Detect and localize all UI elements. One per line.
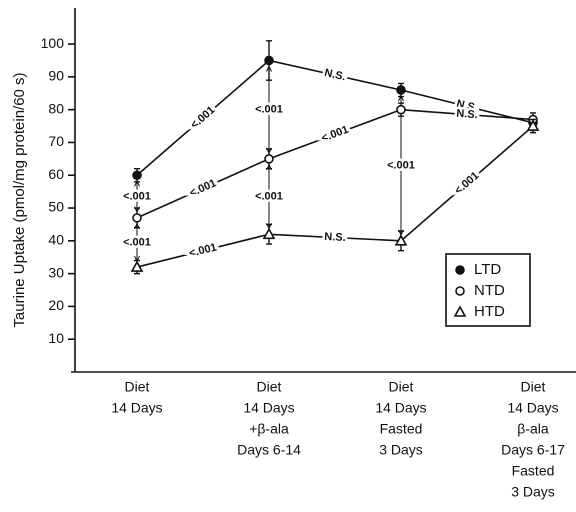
legend-marker xyxy=(455,286,465,296)
x-tick-label: Diet xyxy=(257,379,282,395)
x-tick-label: Diet xyxy=(389,379,414,395)
legend-label: LTD xyxy=(474,261,501,278)
x-tick-label: Diet xyxy=(125,379,150,395)
y-tick-label: 10 xyxy=(48,330,64,346)
point xyxy=(264,154,274,164)
annotation: <.001 xyxy=(387,159,415,171)
x-tick-label: +β-ala xyxy=(249,421,289,437)
x-tick-label: Days 6-14 xyxy=(237,442,301,458)
point xyxy=(132,170,142,181)
legend-label: HTD xyxy=(474,303,505,320)
point xyxy=(396,104,406,115)
y-tick-label: 60 xyxy=(48,166,64,182)
annotation: N.S. xyxy=(324,231,346,244)
y-tick-label: 90 xyxy=(48,68,64,84)
x-tick-label: 3 Days xyxy=(511,484,555,500)
x-tick-label: 14 Days xyxy=(507,400,558,416)
y-tick-label: 20 xyxy=(48,297,64,313)
x-tick-label: Diet xyxy=(521,379,546,395)
annotation: <.001 xyxy=(123,236,151,248)
x-tick-label: Days 6-17 xyxy=(501,442,565,458)
x-tick-label: Fasted xyxy=(512,463,555,479)
annotation: <.001 xyxy=(255,104,283,116)
annotation: <.001 xyxy=(320,124,350,145)
x-tick-label: β-ala xyxy=(517,421,549,437)
y-tick-label: 70 xyxy=(48,133,64,149)
annotation: <.001 xyxy=(188,241,218,259)
series-line xyxy=(136,108,534,219)
legend-label: NTD xyxy=(474,282,505,299)
legend-marker xyxy=(455,265,465,275)
annotation: <.001 xyxy=(188,104,217,131)
y-tick-label: 40 xyxy=(48,232,64,248)
point xyxy=(394,234,408,246)
point xyxy=(396,85,406,95)
legend-marker xyxy=(453,305,467,317)
annotation: N.S. xyxy=(456,108,478,122)
annotation: <.001 xyxy=(452,170,481,197)
annotation: <.001 xyxy=(255,190,283,202)
point xyxy=(130,260,144,272)
y-tick-label: 80 xyxy=(48,100,64,116)
annotation: N.S. xyxy=(323,67,347,83)
point xyxy=(132,213,142,223)
annotation: <.001 xyxy=(123,190,151,202)
x-tick-label: 14 Days xyxy=(243,400,294,416)
y-axis-label: Taurine Uptake (pmol/mg protein/60 s) xyxy=(11,72,28,327)
series-line xyxy=(136,125,534,268)
point xyxy=(262,227,276,240)
x-tick-label: 14 Days xyxy=(111,400,162,416)
y-tick-label: 50 xyxy=(48,199,64,215)
x-tick-label: 3 Days xyxy=(379,442,423,458)
series-line xyxy=(136,59,534,176)
x-tick-label: 14 Days xyxy=(375,400,426,416)
annotation: <.001 xyxy=(188,177,218,199)
point xyxy=(264,55,274,66)
y-tick-label: 30 xyxy=(48,264,64,280)
x-tick-label: Fasted xyxy=(380,421,423,437)
y-tick-label: 100 xyxy=(41,35,65,51)
point xyxy=(526,119,540,131)
